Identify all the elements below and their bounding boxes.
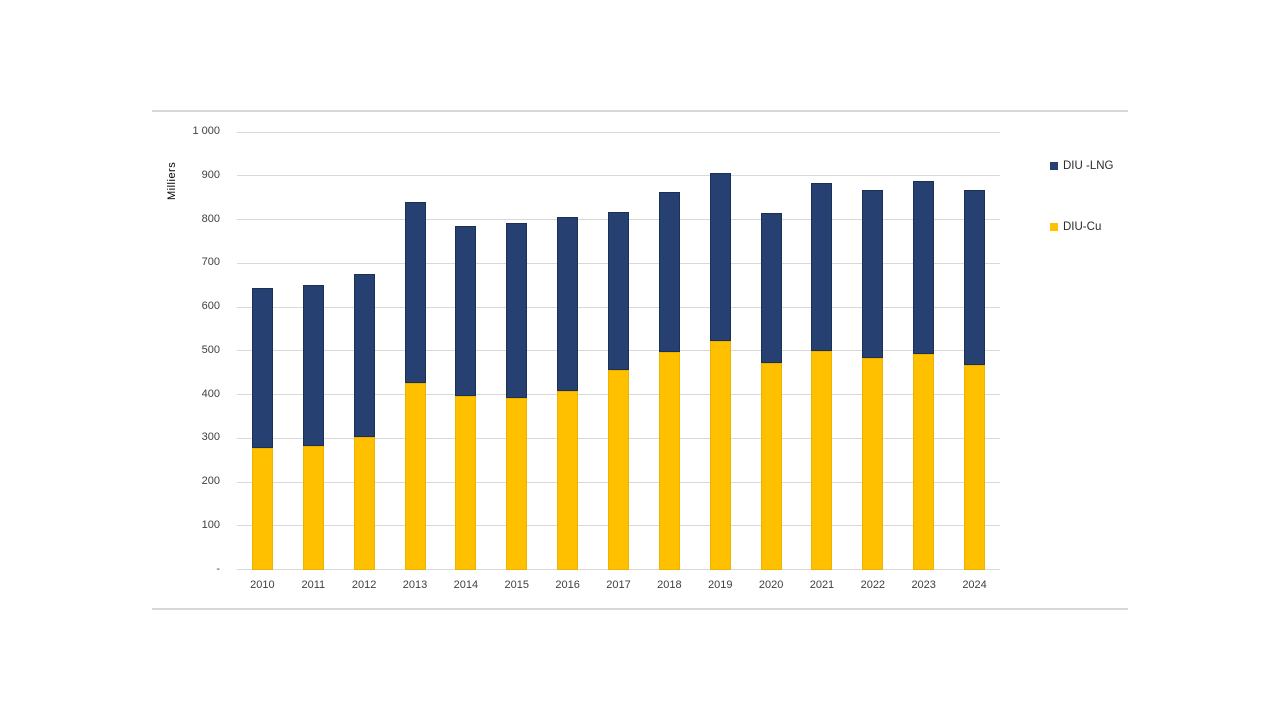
y-tick-label: 100: [201, 518, 220, 531]
bar-2010-diu-cu: [251, 447, 273, 570]
bar-2013-diu-lng: [404, 201, 426, 384]
bar-2016-diu-cu: [557, 391, 579, 570]
bar-2014-diu-lng: [455, 226, 477, 397]
bar-2024-diu-lng: [964, 189, 986, 365]
x-axis-label-2018: 2018: [657, 578, 682, 591]
bar-2023-diu-cu: [913, 354, 935, 570]
y-tick-label: 700: [201, 256, 220, 269]
y-tick-label: 600: [201, 300, 220, 312]
x-axis-label-2023: 2023: [911, 578, 936, 591]
x-axis-label-2014: 2014: [453, 578, 479, 591]
bar-2014-diu-cu: [455, 396, 477, 570]
x-axis-label-2015: 2015: [504, 578, 529, 591]
gridline-900: [237, 175, 1000, 177]
x-axis-label-2021: 2021: [809, 578, 835, 591]
x-axis-label-2022: 2022: [860, 578, 886, 591]
y-tick-label: 800: [201, 212, 220, 225]
bar-2018-diu-lng: [658, 191, 680, 353]
x-axis-label-2017: 2017: [606, 578, 631, 591]
legend-item-diu-lng: DIU -LNG: [1050, 160, 1113, 172]
bar-2020-diu-lng: [760, 212, 782, 363]
bar-2020-diu-cu: [760, 363, 782, 570]
legend-label: DIU -LNG: [1063, 160, 1114, 172]
bar-2010-diu-lng: [251, 288, 273, 448]
x-axis-label-2016: 2016: [555, 578, 580, 591]
x-axis-label-2011: 2011: [301, 578, 326, 591]
bar-2022-diu-lng: [862, 189, 884, 359]
bar-2023-diu-lng: [913, 181, 935, 355]
x-axis-label-2012: 2012: [351, 578, 377, 591]
gridline-0: [237, 569, 1000, 570]
legend-swatch-diu-lng: [1050, 162, 1058, 170]
x-axis-label-2010: 2010: [250, 578, 275, 591]
bar-2011-diu-lng: [302, 285, 324, 447]
x-axis-label-2013: 2013: [402, 578, 428, 591]
bar-2013-diu-cu: [404, 383, 426, 570]
bar-2017-diu-lng: [608, 212, 629, 371]
bar-2024-diu-cu: [964, 364, 986, 570]
chart-area: Milliers - 100 200 300 400 500 600 700 800 900 1 0…: [152, 110, 1128, 610]
bar-2021-diu-lng: [811, 182, 833, 351]
bar-2011-diu-cu: [302, 446, 324, 570]
y-tick-label: 900: [201, 168, 220, 181]
y-tick-label: 200: [201, 475, 220, 487]
bar-2018-diu-cu: [658, 352, 680, 570]
x-axis-label-2019: 2019: [707, 578, 733, 591]
y-tick-label: 500: [201, 343, 220, 356]
bar-2019-diu-cu: [709, 341, 731, 570]
y-tick-label: 400: [201, 387, 220, 400]
bar-2012-diu-cu: [353, 436, 375, 570]
bar-2012-diu-lng: [353, 273, 375, 437]
bar-2017-diu-cu: [608, 370, 629, 570]
bar-2016-diu-lng: [557, 216, 579, 392]
legend-item-diu-cu: DIU-Cu: [1050, 221, 1101, 233]
y-axis-title: Milliers: [166, 161, 178, 200]
y-tick-label: 300: [201, 431, 220, 444]
bar-2021-diu-cu: [811, 350, 833, 570]
x-axis-label-2020: 2020: [758, 578, 784, 591]
x-axis-label-2024: 2024: [962, 578, 987, 591]
legend-label: DIU-Cu: [1063, 221, 1102, 233]
bar-2015-diu-cu: [506, 398, 528, 570]
legend-swatch-diu-cu: [1050, 223, 1058, 231]
y-tick-label: -: [216, 562, 220, 575]
bar-2019-diu-lng: [709, 173, 731, 342]
gridline-1000: [237, 131, 1000, 133]
bar-2015-diu-lng: [506, 223, 528, 398]
y-tick-label: 1 000: [192, 125, 220, 137]
bar-2022-diu-cu: [862, 358, 884, 570]
